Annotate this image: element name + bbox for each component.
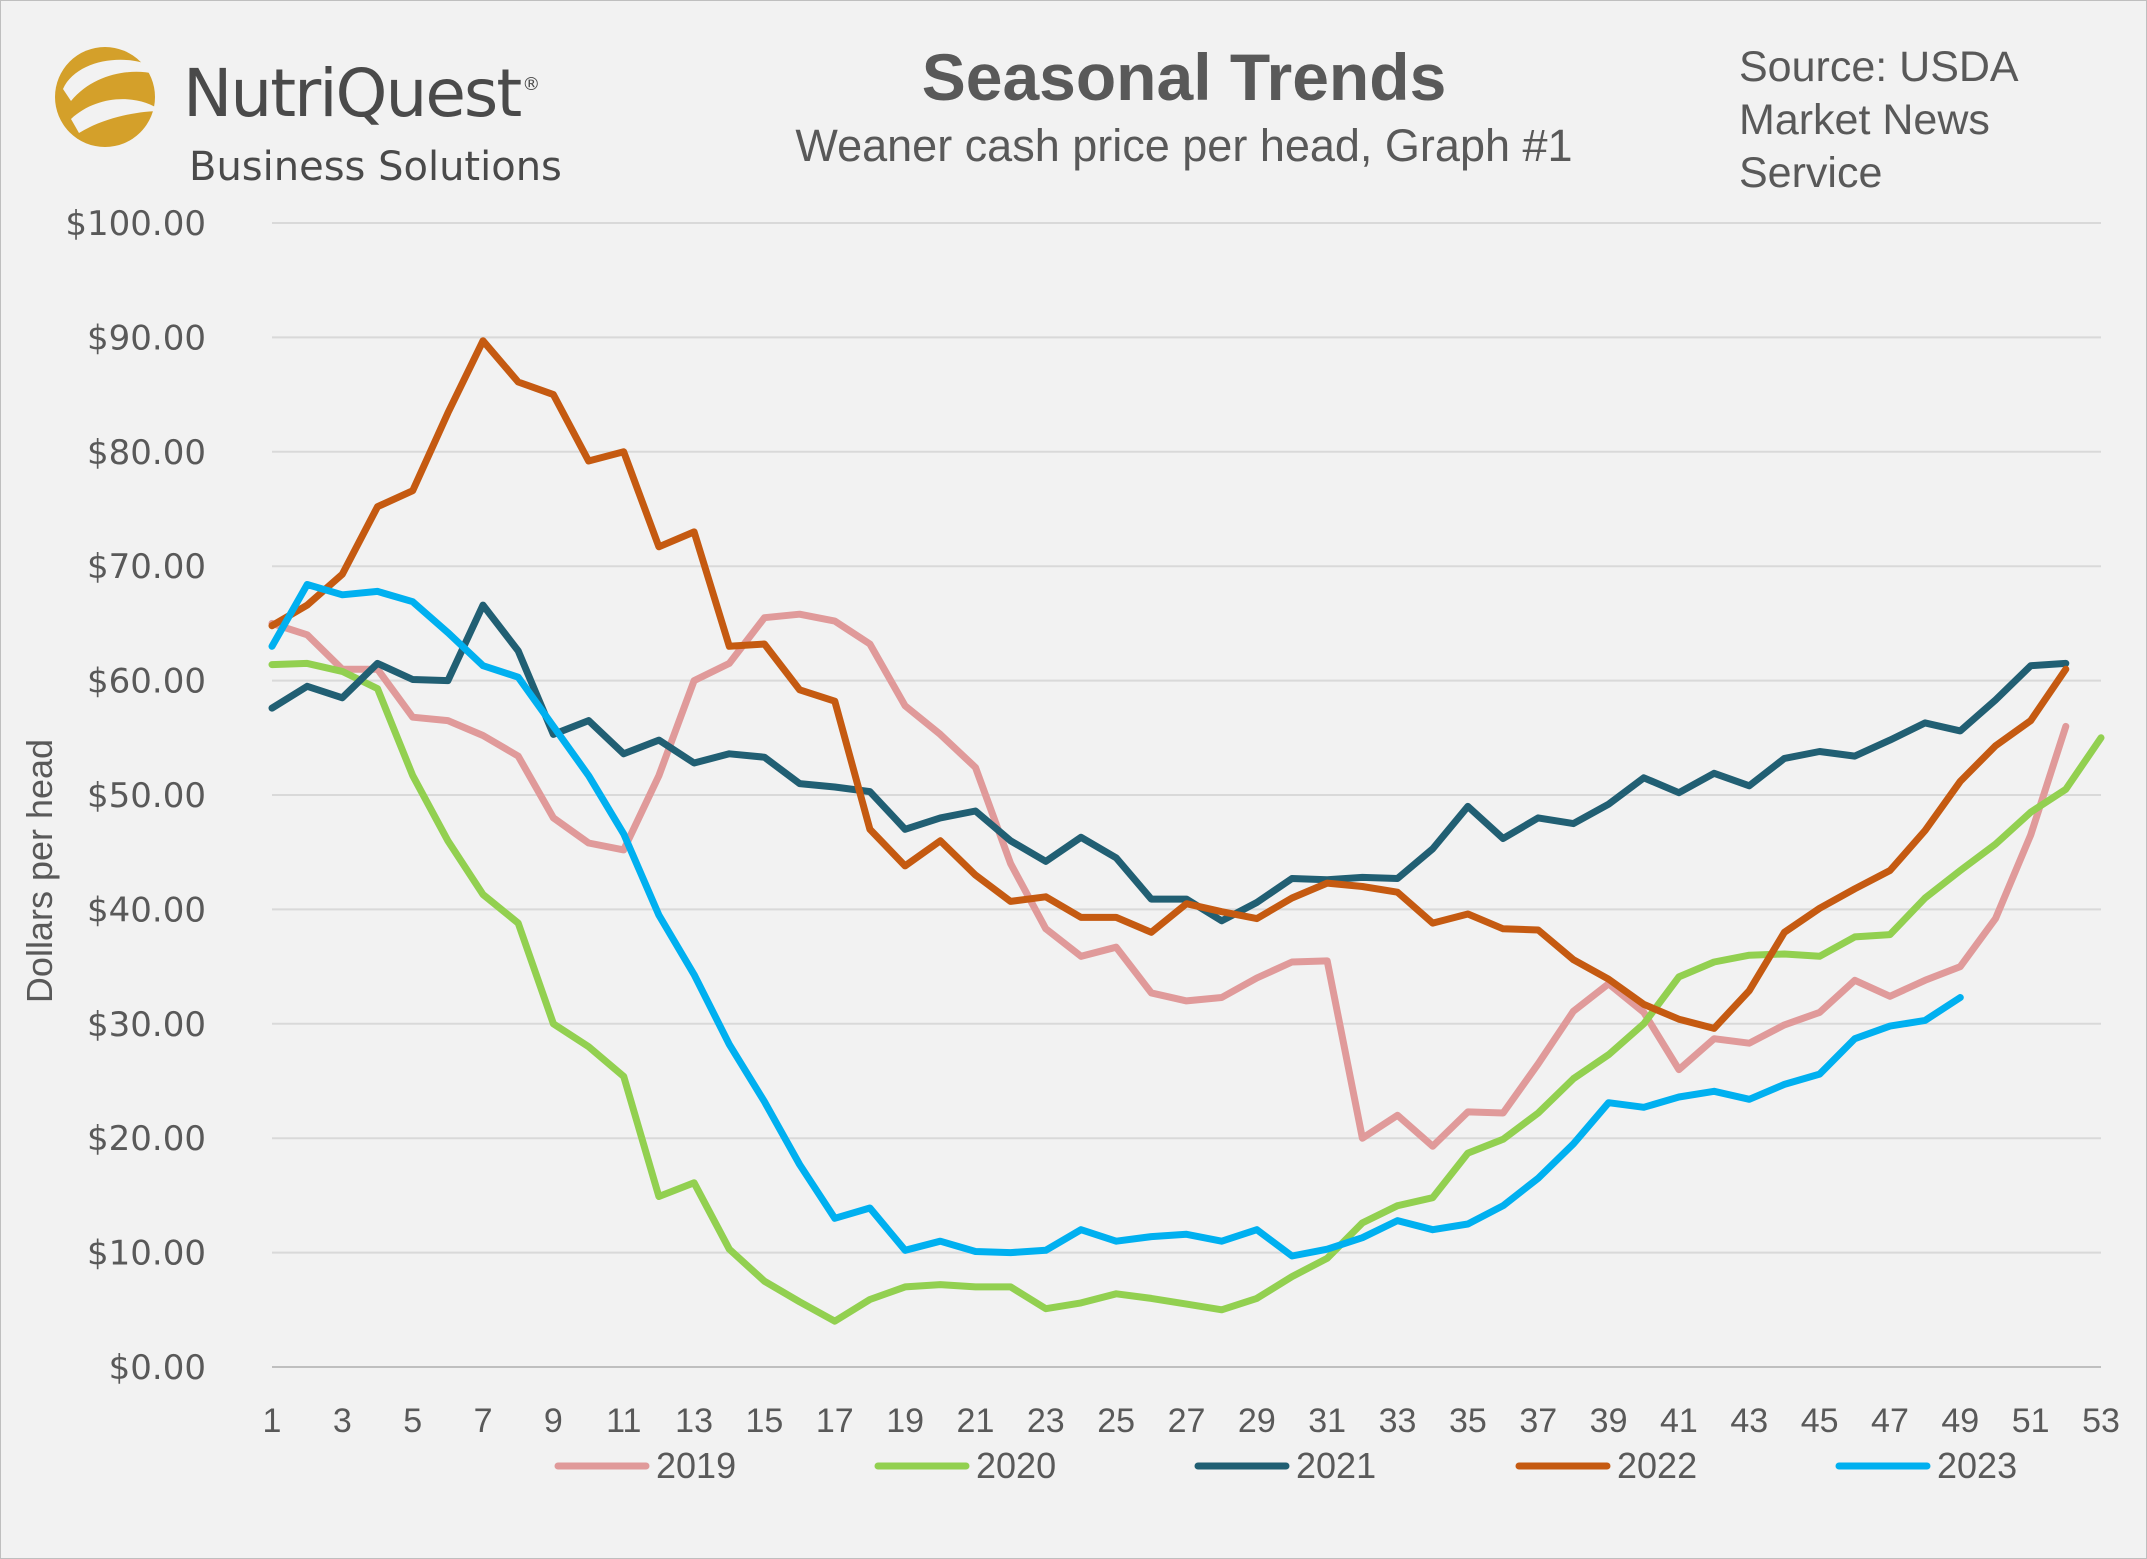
- y-tick-label: $0.00: [109, 1348, 206, 1388]
- x-tick-label: 37: [1519, 1402, 1557, 1440]
- x-tick-label: 39: [1590, 1402, 1628, 1440]
- x-tick-label: 3: [333, 1402, 352, 1440]
- brand-name: NutriQuest ®: [183, 55, 540, 132]
- y-tick-label: $60.00: [87, 662, 206, 702]
- legend: 2019 2020 2021 2022 2023: [554, 1445, 2017, 1486]
- nutriquest-logo: NutriQuest ® Business Solutions: [49, 23, 569, 193]
- chart-title: Seasonal Trends: [921, 40, 1447, 114]
- x-tick-label: 13: [675, 1402, 713, 1440]
- legend-label-2019: 2019: [656, 1445, 736, 1486]
- y-tick-label: $20.00: [87, 1119, 206, 1159]
- legend-label-2022: 2022: [1617, 1445, 1697, 1486]
- x-tick-label: 35: [1449, 1402, 1487, 1440]
- x-tick-label: 47: [1871, 1402, 1909, 1440]
- nutriquest-emblem-icon: [55, 47, 167, 147]
- source-note: Source: USDA Market News Service: [1739, 43, 2017, 197]
- x-tick-label: 5: [403, 1402, 422, 1440]
- x-tick-label: 51: [2012, 1402, 2050, 1440]
- x-tick-label: 45: [1801, 1402, 1839, 1440]
- series-line-2019: [268, 610, 2070, 1150]
- x-tick-label: 27: [1168, 1402, 1206, 1440]
- x-tick-label: 7: [474, 1402, 493, 1440]
- x-tick-label: 23: [1027, 1402, 1065, 1440]
- x-tick-labels: 1 3 5 7 9 11 13 15 17 19 21 23 25 27 29 31 33 35 37 39 41 43 4…: [263, 1402, 2120, 1440]
- series-line-2023: [268, 581, 1964, 1260]
- chart-subtitle: Weaner cash price per head, Graph #1: [795, 120, 1573, 171]
- legend-label-2023: 2023: [1937, 1445, 2017, 1486]
- y-tick-label: $50.00: [87, 776, 206, 816]
- series-line-2020: [268, 659, 2105, 1325]
- y-tick-label: $80.00: [87, 433, 206, 473]
- x-tick-label: 33: [1379, 1402, 1417, 1440]
- x-tick-label: 29: [1238, 1402, 1276, 1440]
- y-tick-label: $10.00: [87, 1234, 206, 1274]
- series-lines: [268, 337, 2105, 1325]
- legend-label-2021: 2021: [1296, 1445, 1376, 1486]
- x-tick-label: 31: [1308, 1402, 1346, 1440]
- y-tick-label: $30.00: [87, 1005, 206, 1045]
- y-tick-label: $90.00: [87, 318, 206, 358]
- series-line-2022: [268, 337, 2070, 1032]
- brand-tagline: Business Solutions: [189, 144, 562, 190]
- brand-name-text: NutriQuest: [183, 55, 522, 132]
- y-tick-label: $40.00: [87, 890, 206, 930]
- registered-mark: ®: [522, 74, 540, 95]
- series-line-2021: [268, 601, 2070, 925]
- x-tick-label: 25: [1097, 1402, 1135, 1440]
- legend-label-2020: 2020: [976, 1445, 1056, 1486]
- y-tick-label: $100.00: [65, 204, 206, 244]
- y-tick-label: $70.00: [87, 547, 206, 587]
- x-tick-label: 43: [1730, 1402, 1768, 1440]
- x-tick-label: 1: [263, 1402, 282, 1440]
- emblem-swoosh-bottom: [71, 99, 161, 133]
- x-tick-label: 49: [1941, 1402, 1979, 1440]
- x-tick-label: 11: [606, 1402, 641, 1440]
- x-tick-label: 9: [544, 1402, 563, 1440]
- x-tick-label: 21: [957, 1402, 995, 1440]
- y-axis-label: Dollars per head: [19, 739, 60, 1003]
- x-tick-label: 17: [816, 1402, 854, 1440]
- emblem-swoosh-top: [63, 59, 167, 101]
- x-tick-label: 41: [1660, 1402, 1698, 1440]
- x-tick-label: 53: [2082, 1402, 2120, 1440]
- x-tick-label: 15: [746, 1402, 784, 1440]
- x-tick-label: 19: [886, 1402, 924, 1440]
- y-tick-labels: $0.00 $10.00 $20.00 $30.00 $40.00 $50.00 $60.0…: [65, 204, 206, 1388]
